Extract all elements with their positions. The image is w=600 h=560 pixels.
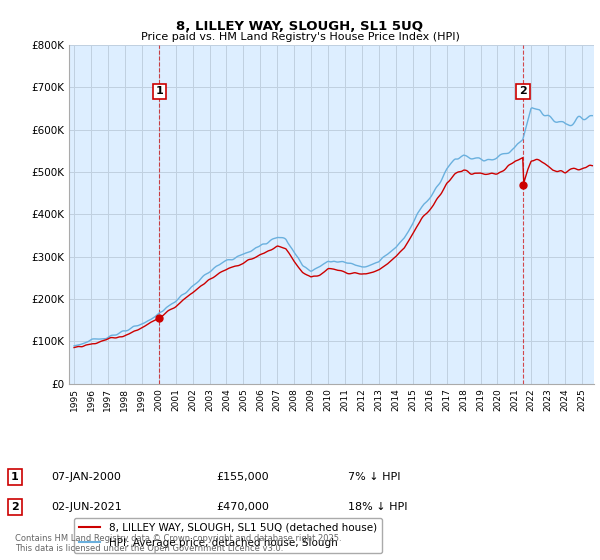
- Text: 2: 2: [11, 502, 19, 512]
- Text: Contains HM Land Registry data © Crown copyright and database right 2025.
This d: Contains HM Land Registry data © Crown c…: [15, 534, 341, 553]
- Text: 7% ↓ HPI: 7% ↓ HPI: [348, 472, 401, 482]
- Text: 2: 2: [519, 86, 527, 96]
- Text: 1: 1: [155, 86, 163, 96]
- Text: 02-JUN-2021: 02-JUN-2021: [51, 502, 122, 512]
- Text: 18% ↓ HPI: 18% ↓ HPI: [348, 502, 407, 512]
- Text: 1: 1: [11, 472, 19, 482]
- Text: 07-JAN-2000: 07-JAN-2000: [51, 472, 121, 482]
- Text: £470,000: £470,000: [216, 502, 269, 512]
- Text: £155,000: £155,000: [216, 472, 269, 482]
- Text: 8, LILLEY WAY, SLOUGH, SL1 5UQ: 8, LILLEY WAY, SLOUGH, SL1 5UQ: [176, 20, 424, 32]
- Legend: 8, LILLEY WAY, SLOUGH, SL1 5UQ (detached house), HPI: Average price, detached ho: 8, LILLEY WAY, SLOUGH, SL1 5UQ (detached…: [74, 517, 382, 553]
- Text: Price paid vs. HM Land Registry's House Price Index (HPI): Price paid vs. HM Land Registry's House …: [140, 32, 460, 43]
